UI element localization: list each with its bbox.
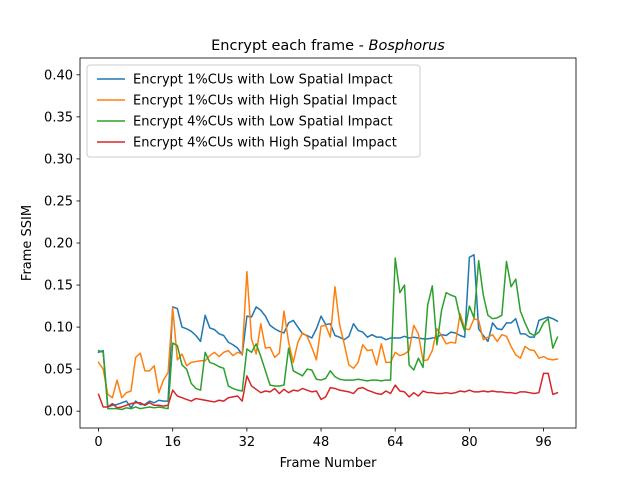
legend-box xyxy=(86,64,421,158)
legend-label-1: Encrypt 1%CUs with Low Spatial Impact xyxy=(133,73,393,88)
y-tick-label: 0.25 xyxy=(44,194,73,209)
chart-title: Encrypt each frame - Bosphorus xyxy=(211,38,445,54)
x-tick-label: 80 xyxy=(461,435,478,450)
y-tick-label: 0.35 xyxy=(44,110,73,125)
y-tick-label: 0.30 xyxy=(44,152,73,167)
axes: 0 16 32 48 64 80 96 0.00 0.05 0.10 0.15 0.20 0.25 0.3… xyxy=(44,57,577,450)
x-tick-label: 32 xyxy=(239,435,256,450)
y-axis-label: Frame SSIM xyxy=(20,205,35,281)
y-tick-label: 0.00 xyxy=(44,405,73,420)
x-axis-label: Frame Number xyxy=(280,456,378,471)
x-tick-label: 64 xyxy=(387,435,404,450)
series-line-3 xyxy=(97,257,559,411)
x-tick-label: 16 xyxy=(164,435,181,450)
x-tick-label: 0 xyxy=(94,435,102,450)
y-tick-label: 0.20 xyxy=(44,237,73,252)
chart-title-emphasis: Bosphorus xyxy=(369,38,446,54)
series-line-4 xyxy=(97,372,559,409)
x-tick-label: 48 xyxy=(313,435,330,450)
legend-label-2: Encrypt 1%CUs with High Spatial Impact xyxy=(133,94,397,109)
legend-label-4: Encrypt 4%CUs with High Spatial Impact xyxy=(133,136,397,151)
series-line-2 xyxy=(97,270,559,399)
x-tick-label: 96 xyxy=(535,435,552,450)
y-tick-label: 0.40 xyxy=(44,68,73,83)
legend-label-3: Encrypt 4%CUs with Low Spatial Impact xyxy=(133,115,393,130)
y-tick-label: 0.10 xyxy=(44,321,73,336)
legend: Encrypt 1%CUs with Low Spatial Impact Enc… xyxy=(86,64,421,158)
plot-area xyxy=(97,254,559,411)
y-tick-label: 0.15 xyxy=(44,279,73,294)
chart-title-main: Encrypt each frame - xyxy=(211,38,368,54)
y-tick-label: 0.05 xyxy=(44,363,73,378)
